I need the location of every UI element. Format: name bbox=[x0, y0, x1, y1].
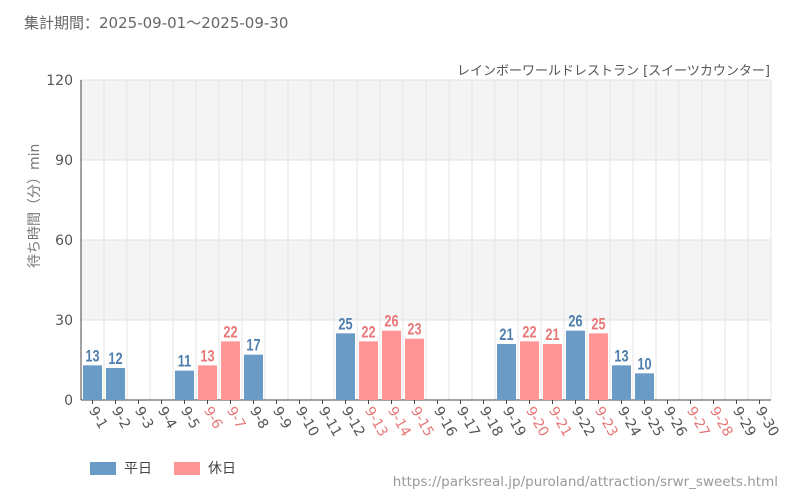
y-tick-label: 120 bbox=[46, 73, 73, 89]
x-tick-label-9-11: 9-11 bbox=[315, 404, 345, 440]
x-tick-label-9-20: 9-20 bbox=[522, 404, 552, 440]
legend-weekday[interactable]: 平日 bbox=[90, 458, 152, 478]
x-tick-label-9-13: 9-13 bbox=[361, 404, 391, 440]
bar-9-1 bbox=[83, 365, 102, 400]
bar-9-14 bbox=[382, 330, 401, 400]
bar-9-24 bbox=[612, 365, 631, 400]
x-tick-label-9-26: 9-26 bbox=[660, 404, 690, 440]
bar-9-6 bbox=[198, 365, 217, 400]
data-label-9-20: 22 bbox=[522, 324, 536, 342]
x-tick-label-9-15: 9-15 bbox=[407, 404, 437, 440]
x-tick-label-9-6: 9-6 bbox=[200, 404, 225, 432]
x-tick-label-9-24: 9-24 bbox=[614, 404, 644, 440]
x-tick-label-9-5: 9-5 bbox=[177, 404, 202, 432]
bar-9-20 bbox=[520, 341, 539, 400]
bar-9-21 bbox=[543, 344, 562, 400]
bar-9-8 bbox=[244, 354, 263, 400]
x-tick-label-9-17: 9-17 bbox=[453, 404, 483, 440]
x-tick-label-9-3: 9-3 bbox=[131, 404, 156, 432]
data-label-9-1: 13 bbox=[85, 348, 99, 366]
x-tick-label-9-10: 9-10 bbox=[292, 404, 322, 440]
x-tick-label-9-1: 9-1 bbox=[85, 404, 110, 432]
bar-9-23 bbox=[589, 333, 608, 400]
source-url[interactable]: https://parksreal.jp/puroland/attraction… bbox=[392, 474, 778, 490]
x-tick-label-9-29: 9-29 bbox=[729, 404, 759, 440]
bar-9-7 bbox=[221, 341, 240, 400]
data-label-9-24: 13 bbox=[614, 348, 628, 366]
legend-holiday[interactable]: 休日 bbox=[174, 458, 236, 478]
bar-9-19 bbox=[497, 344, 516, 400]
x-tick-label-9-7: 9-7 bbox=[223, 404, 248, 432]
chart-title: レインボーワールドレストラン [スイーツカウンター] bbox=[456, 64, 770, 79]
x-tick-label-9-30: 9-30 bbox=[752, 404, 782, 440]
x-tick-label-9-14: 9-14 bbox=[384, 404, 414, 440]
legend-weekday-swatch bbox=[90, 461, 116, 475]
data-label-9-7: 22 bbox=[223, 324, 237, 342]
x-tick-label-9-12: 9-12 bbox=[338, 404, 368, 440]
bar-9-2 bbox=[106, 368, 125, 400]
y-tick-label: 0 bbox=[64, 393, 73, 409]
x-tick-label-9-4: 9-4 bbox=[154, 404, 179, 432]
x-tick-label-9-2: 9-2 bbox=[108, 404, 133, 432]
data-label-9-22: 26 bbox=[568, 313, 582, 331]
x-tick-label-9-23: 9-23 bbox=[591, 404, 621, 440]
data-label-9-15: 23 bbox=[407, 321, 421, 339]
data-label-9-21: 21 bbox=[545, 327, 559, 345]
x-tick-label-9-8: 9-8 bbox=[246, 404, 271, 432]
data-label-9-14: 26 bbox=[384, 313, 398, 331]
legend: 平日 休日 bbox=[90, 458, 236, 478]
data-label-9-23: 25 bbox=[591, 316, 605, 334]
x-tick-label-9-9: 9-9 bbox=[269, 404, 294, 432]
y-tick-label: 30 bbox=[55, 313, 73, 329]
data-label-9-25: 10 bbox=[637, 356, 651, 374]
bar-9-13 bbox=[359, 341, 378, 400]
bar-9-12 bbox=[336, 333, 355, 400]
legend-holiday-label: 休日 bbox=[208, 461, 236, 477]
bar-9-22 bbox=[566, 330, 585, 400]
data-label-9-12: 25 bbox=[338, 316, 352, 334]
y-tick-label: 60 bbox=[55, 233, 73, 249]
period-header: 集計期間：2025-09-01～2025-09-30 bbox=[24, 12, 288, 33]
x-tick-label-9-18: 9-18 bbox=[476, 404, 506, 440]
x-tick-label-9-16: 9-16 bbox=[430, 404, 460, 440]
x-tick-label-9-28: 9-28 bbox=[706, 404, 736, 440]
data-label-9-8: 17 bbox=[246, 337, 260, 355]
x-tick-label-9-25: 9-25 bbox=[637, 404, 667, 440]
legend-holiday-swatch bbox=[174, 461, 200, 475]
period-label: 集計期間： bbox=[24, 14, 100, 32]
data-label-9-13: 22 bbox=[361, 324, 375, 342]
data-label-9-2: 12 bbox=[108, 351, 122, 369]
data-label-9-5: 11 bbox=[178, 353, 191, 371]
x-tick-label-9-19: 9-19 bbox=[499, 404, 529, 440]
period-range: 2025-09-01～2025-09-30 bbox=[99, 14, 289, 32]
data-label-9-19: 21 bbox=[499, 327, 513, 345]
bar-9-5 bbox=[175, 370, 194, 400]
y-tick-label: 90 bbox=[55, 153, 73, 169]
legend-weekday-label: 平日 bbox=[124, 461, 152, 477]
bar-9-25 bbox=[635, 373, 654, 400]
x-tick-label-9-27: 9-27 bbox=[683, 404, 713, 440]
data-label-9-6: 13 bbox=[200, 348, 214, 366]
bar-9-15 bbox=[405, 338, 424, 400]
x-tick-label-9-21: 9-21 bbox=[545, 404, 575, 440]
x-tick-label-9-22: 9-22 bbox=[568, 404, 598, 440]
